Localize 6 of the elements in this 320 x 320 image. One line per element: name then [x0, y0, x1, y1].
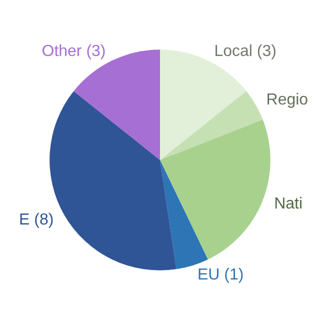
slice-label: Local (3) [214, 43, 276, 60]
slice-label: E (8) [19, 212, 54, 229]
slice-label: Nati [274, 195, 303, 212]
slice-label: Other (3) [42, 43, 106, 60]
slice-label: EU (1) [197, 266, 244, 284]
slice-label: Regio [266, 91, 308, 108]
